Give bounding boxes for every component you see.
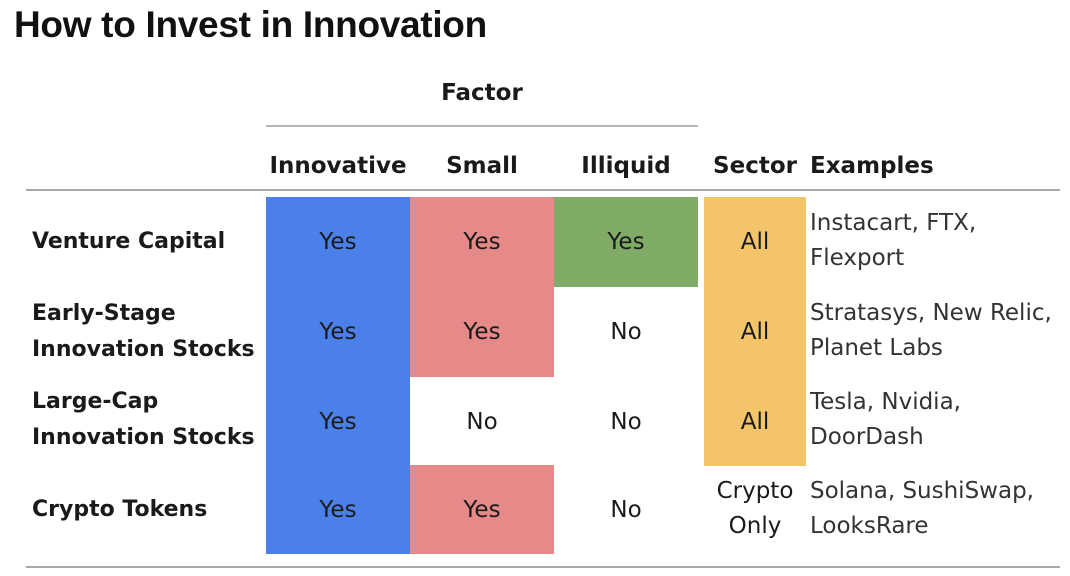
column-header-innovative: Innovative (269, 153, 407, 179)
row-label-line: Venture Capital (32, 229, 226, 254)
cell-small: No (466, 408, 498, 435)
examples-venture-capital: Instacart, FTX, Flexport (810, 206, 1060, 276)
row-label-line: Innovation Stocks (32, 337, 255, 362)
page-title: How to Invest in Innovation (14, 4, 487, 45)
examples-line: Tesla, Nvidia, (810, 389, 961, 415)
cell-illiquid: No (610, 319, 642, 345)
column-header-small: Small (446, 153, 518, 179)
bottom-rule (26, 566, 1060, 568)
cell-innovative: Yes (319, 319, 357, 345)
factor-underline (266, 125, 698, 127)
row-label-crypto-tokens: Crypto Tokens (32, 492, 207, 528)
cell-innovative: Yes (319, 229, 357, 255)
cell-small: Yes (463, 319, 501, 345)
cell-innovative: Yes (319, 497, 357, 523)
column-header-examples: Examples (810, 153, 934, 179)
examples-early-stage: Stratasys, New Relic, Planet Labs (810, 296, 1060, 366)
header-rule (26, 189, 1060, 191)
column-header-sector: Sector (713, 153, 797, 179)
row-label-venture-capital: Venture Capital (32, 224, 225, 260)
cell-sector: All (740, 229, 770, 255)
sector-line: Only (728, 513, 782, 539)
examples-line: DoorDash (810, 424, 924, 450)
cell-illiquid: Yes (607, 229, 645, 255)
examples-line: Solana, SushiSwap, (810, 478, 1034, 504)
cell-small: Yes (463, 497, 501, 523)
innovative-column-fill (266, 197, 410, 554)
examples-line: Stratasys, New Relic, (810, 300, 1052, 326)
row-label-line: Crypto Tokens (32, 497, 208, 522)
small-fill-top (410, 197, 554, 377)
row-label-line: Large-Cap (32, 389, 159, 414)
examples-crypto-tokens: Solana, SushiSwap, LooksRare (810, 474, 1060, 544)
row-label-line: Early-Stage (32, 301, 176, 326)
cell-sector: All (740, 408, 770, 435)
factor-group-header: Factor (441, 80, 523, 106)
row-label-line: Innovation Stocks (32, 425, 255, 450)
row-label-early-stage: Early-Stage Innovation Stocks (32, 296, 255, 368)
examples-line: Planet Labs (810, 335, 943, 361)
illiquid-fill (554, 197, 698, 287)
column-header-illiquid: Illiquid (581, 153, 671, 179)
cell-sector: Crypto Only (704, 474, 806, 544)
small-fill-bottom (410, 465, 554, 554)
examples-large-cap: Tesla, Nvidia, DoorDash (810, 385, 1060, 455)
cell-innovative: Yes (319, 408, 357, 435)
cell-illiquid: No (610, 408, 642, 435)
cell-small: Yes (463, 229, 501, 255)
examples-line: Flexport (810, 245, 905, 271)
cell-illiquid: No (610, 497, 642, 523)
sector-fill (704, 197, 806, 466)
examples-line: LooksRare (810, 513, 929, 539)
cell-sector: All (740, 319, 770, 345)
row-label-large-cap: Large-Cap Innovation Stocks (32, 384, 255, 456)
examples-line: Instacart, FTX, (810, 210, 977, 236)
sector-line: Crypto (716, 478, 794, 504)
